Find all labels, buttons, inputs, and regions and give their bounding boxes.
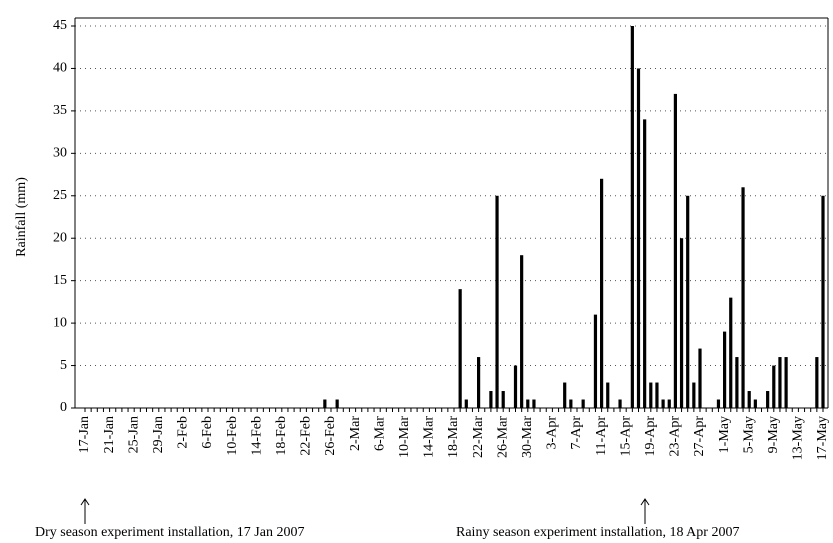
bar xyxy=(501,391,505,408)
bar xyxy=(772,365,776,408)
bar xyxy=(643,119,647,408)
bar xyxy=(513,365,518,408)
y-tick-label: 25 xyxy=(53,188,67,203)
x-tick-label: 2-Feb xyxy=(176,416,191,449)
bar xyxy=(532,399,536,408)
bar xyxy=(667,399,671,408)
bar xyxy=(526,399,530,408)
bar xyxy=(649,382,653,408)
x-tick-label: 11-Apr xyxy=(594,416,609,456)
x-tick-label: 18-Feb xyxy=(274,416,289,456)
bar xyxy=(661,399,665,408)
bar xyxy=(581,399,585,408)
bar xyxy=(563,382,567,408)
y-tick-label: 30 xyxy=(53,146,67,161)
bar xyxy=(747,391,751,408)
x-tick-label: 17-May xyxy=(815,416,830,460)
bar xyxy=(495,195,499,408)
bar xyxy=(477,357,481,408)
arrow-head xyxy=(80,498,90,506)
x-tick-label: 26-Feb xyxy=(323,416,338,456)
x-tick-label: 17-Jan xyxy=(77,416,92,453)
y-tick-label: 15 xyxy=(53,273,67,288)
y-tick-label: 5 xyxy=(60,358,67,373)
bar xyxy=(569,399,573,408)
bar xyxy=(636,68,641,408)
x-tick-label: 9-May xyxy=(766,416,781,453)
bar xyxy=(323,399,327,408)
x-tick-label: 7-Apr xyxy=(569,416,584,450)
y-tick-label: 20 xyxy=(53,230,67,245)
x-tick-label: 23-Apr xyxy=(668,416,683,457)
bar xyxy=(458,289,462,408)
annotation: Dry season experiment installation, 17 J… xyxy=(35,525,304,540)
x-tick-label: 6-Feb xyxy=(200,416,215,449)
x-tick-label: 5-May xyxy=(741,416,756,453)
x-tick-label: 26-Mar xyxy=(495,416,510,458)
x-tick-label: 1-May xyxy=(717,416,732,453)
x-tick-label: 21-Jan xyxy=(102,416,117,453)
bar xyxy=(686,195,690,408)
y-tick-label: 35 xyxy=(53,103,67,118)
bar xyxy=(335,399,339,408)
bar xyxy=(464,399,468,408)
x-tick-label: 29-Jan xyxy=(151,416,166,453)
x-tick-label: 18-Mar xyxy=(446,416,461,458)
x-tick-label: 19-Apr xyxy=(643,416,658,457)
x-tick-label: 10-Feb xyxy=(225,416,240,456)
x-tick-label: 14-Mar xyxy=(422,416,437,458)
y-tick-label: 0 xyxy=(60,400,67,415)
y-tick-label: 45 xyxy=(53,18,67,33)
x-tick-label: 14-Feb xyxy=(249,416,264,456)
bar xyxy=(741,187,745,408)
annotation: Rainy season experiment installation, 18… xyxy=(456,525,739,540)
x-tick-label: 6-Mar xyxy=(372,416,387,451)
bar xyxy=(716,399,721,408)
x-tick-label: 25-Jan xyxy=(126,416,141,453)
x-tick-label: 30-Mar xyxy=(520,416,535,458)
bar xyxy=(593,314,598,408)
bar xyxy=(821,195,825,408)
x-tick-label: 22-Feb xyxy=(299,416,314,456)
bar xyxy=(655,382,659,408)
arrow-head xyxy=(640,498,650,506)
bar xyxy=(600,178,604,408)
bar xyxy=(606,382,610,408)
x-tick-label: 27-Apr xyxy=(692,416,707,457)
x-tick-label: 2-Mar xyxy=(348,416,363,451)
x-tick-label: 15-Apr xyxy=(618,416,633,457)
bar xyxy=(729,297,733,408)
bar xyxy=(784,357,788,408)
y-tick-label: 10 xyxy=(53,315,67,330)
x-tick-label: 10-Mar xyxy=(397,416,412,458)
bar xyxy=(753,399,757,408)
bar xyxy=(692,382,696,408)
x-tick-label: 13-May xyxy=(791,416,806,460)
bar xyxy=(698,348,702,408)
y-tick-label: 40 xyxy=(53,61,67,76)
bar xyxy=(489,391,493,408)
bar xyxy=(766,391,770,408)
bar xyxy=(679,238,684,408)
bar xyxy=(723,331,727,408)
bar xyxy=(778,357,782,408)
bar xyxy=(735,357,739,408)
bar xyxy=(520,255,524,408)
bar xyxy=(618,399,622,408)
bar xyxy=(630,26,634,408)
x-tick-label: 22-Mar xyxy=(471,416,486,458)
bar xyxy=(673,93,677,409)
y-axis-label: Rainfall (mm) xyxy=(14,177,29,257)
x-tick-label: 3-Apr xyxy=(545,416,560,450)
bar xyxy=(815,357,819,408)
